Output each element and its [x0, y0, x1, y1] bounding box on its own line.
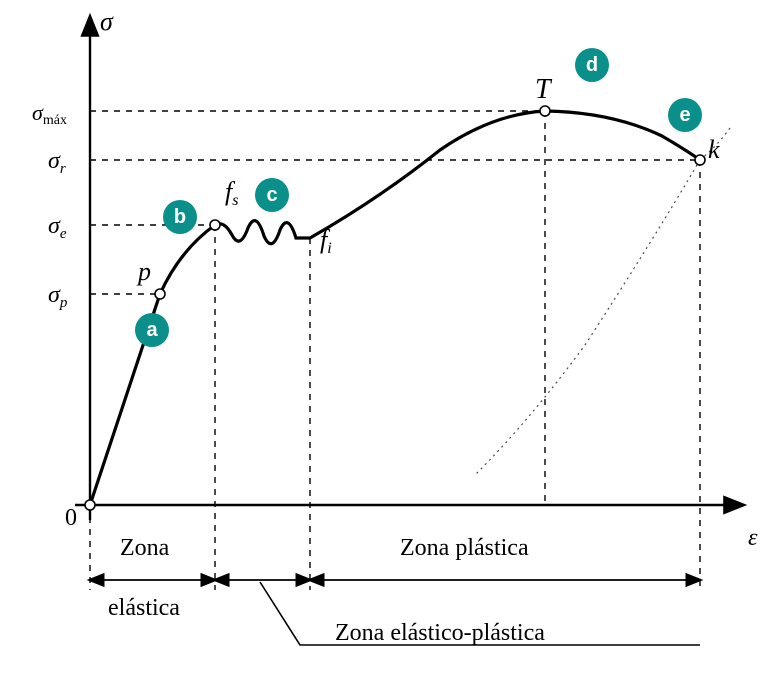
- marker-t: [540, 106, 550, 116]
- badge-d: d: [575, 48, 609, 82]
- point-fi-label: fi: [320, 225, 332, 257]
- y-tick-sigma-e: σe: [48, 213, 67, 242]
- y-tick-sigma-max: σmáx: [32, 100, 67, 128]
- marker-fs: [210, 220, 220, 230]
- marker-p: [155, 289, 165, 299]
- point-p-label: p: [136, 257, 151, 286]
- marker-origin: [85, 500, 95, 510]
- y-tick-sigma-p: σp: [48, 282, 68, 311]
- badge-b: b: [163, 200, 197, 234]
- y-tick-sigma-r: σr: [48, 148, 66, 177]
- origin-label: 0: [65, 505, 77, 531]
- badge-c: c: [255, 178, 289, 212]
- x-axis-label: ε: [748, 525, 758, 551]
- zone-elastoplastic: Zona elástico-plástica: [335, 620, 545, 646]
- badge-a: a: [135, 313, 169, 347]
- zone-elastic-bottom: elástica: [108, 595, 180, 621]
- y-axis-label: σ: [100, 7, 114, 36]
- zone-elastic-top: Zona: [120, 535, 170, 561]
- badge-e: e: [668, 98, 702, 132]
- point-t-label: T: [535, 74, 553, 105]
- marker-k: [695, 155, 705, 165]
- point-k-label: k: [708, 135, 720, 164]
- dotted-unload: [475, 160, 700, 475]
- point-fs-label: fs: [225, 177, 238, 209]
- stress-strain-diagram: σ ε 0 σmáx σr σe σp p fs fi T k Zona elá…: [0, 0, 771, 674]
- zone-plastic: Zona plástica: [400, 535, 529, 561]
